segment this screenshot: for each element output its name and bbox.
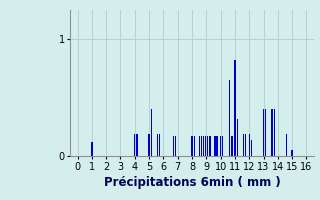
- Bar: [201, 136, 202, 156]
- Bar: [175, 136, 176, 156]
- Bar: [191, 136, 193, 156]
- Bar: [134, 134, 135, 156]
- Bar: [205, 136, 206, 156]
- Bar: [136, 134, 138, 156]
- Bar: [91, 142, 92, 156]
- Bar: [243, 134, 244, 156]
- Bar: [151, 109, 152, 156]
- Bar: [251, 140, 252, 156]
- Bar: [263, 109, 264, 156]
- Bar: [220, 136, 221, 156]
- Bar: [286, 134, 287, 156]
- Bar: [159, 134, 160, 156]
- Bar: [194, 136, 195, 156]
- Bar: [249, 134, 250, 156]
- Bar: [228, 80, 230, 156]
- Bar: [231, 136, 233, 156]
- Bar: [214, 136, 216, 156]
- Bar: [216, 136, 218, 156]
- Bar: [222, 136, 223, 156]
- Bar: [265, 109, 266, 156]
- Bar: [209, 136, 211, 156]
- Bar: [271, 109, 273, 156]
- Bar: [198, 136, 200, 156]
- Bar: [292, 150, 293, 156]
- Bar: [245, 134, 246, 156]
- Bar: [234, 60, 236, 156]
- Bar: [148, 134, 150, 156]
- X-axis label: Précipitations 6min ( mm ): Précipitations 6min ( mm ): [104, 176, 280, 189]
- Bar: [157, 134, 158, 156]
- Bar: [207, 136, 208, 156]
- Bar: [203, 136, 204, 156]
- Bar: [274, 109, 275, 156]
- Bar: [237, 119, 238, 156]
- Bar: [173, 136, 174, 156]
